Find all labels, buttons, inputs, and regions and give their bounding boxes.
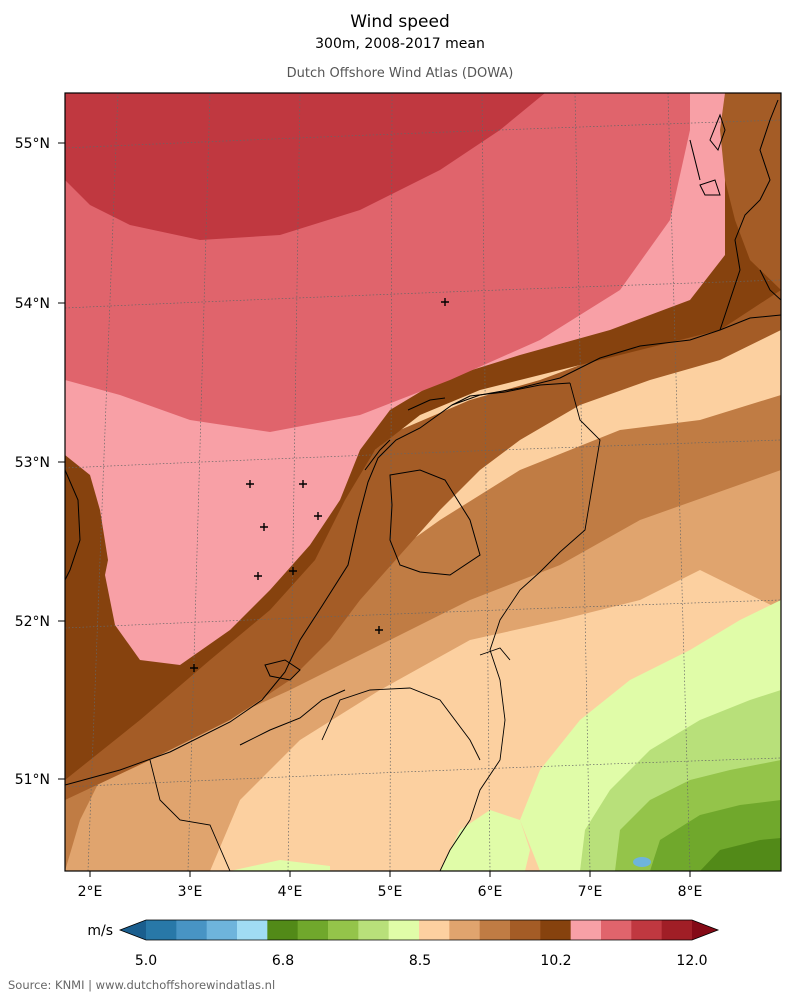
colorbar-tick-6-8: 6.8 [272,953,294,969]
coastlines [65,99,781,786]
highland-zone-darkest [700,838,781,871]
colorbar-segment [661,920,693,940]
colorbar-tick-12: 12.0 [676,953,707,969]
uk-coast-band [65,455,108,620]
colorbar-segment [540,920,572,940]
colorbar-tick-10-2: 10.2 [540,953,571,969]
colorbar-unit: m/s [87,923,113,939]
sea-zone-dark [65,93,545,240]
colorbar-segment [146,920,177,940]
latitude-labels: 55°N 54°N 53°N 52°N 51°N [15,136,50,788]
patch-light-green [440,810,530,871]
map-subtitle: 300m, 2008-2017 mean [315,36,485,52]
colorbar-segment [297,920,329,940]
colorbar-segment [358,920,390,940]
longitude-labels: 2°E 3°E 4°E 5°E 6°E 7°E 8°E [78,884,703,900]
colorbar-segment [601,920,632,940]
marker [299,480,307,488]
colorbar-segment [267,920,299,940]
marker [254,572,262,580]
colorbar-tick-8-5: 8.5 [409,953,431,969]
marker [289,567,297,575]
latitude-ticks [58,142,65,780]
colorbar-segment [328,920,359,940]
marker [375,626,383,634]
colorbar: m/s 5.0 6.8 8.5 10.2 12.0 [87,919,720,969]
marker [314,512,322,520]
lon-label-8: 8°E [678,884,703,900]
marker [190,664,198,672]
colorbar-segment [237,920,268,940]
colorbar-segment [206,920,238,940]
footer-source: Source: KNMI | www.dutchoffshorewindatla… [8,978,276,992]
lon-label-3: 3°E [178,884,203,900]
station-markers [190,298,449,672]
lat-label-55: 55°N [15,136,50,152]
graticule [65,93,781,871]
land-zone-mid [65,455,781,871]
colorbar-segment [176,920,208,940]
patch-south-green [230,860,330,871]
lon-label-4: 4°E [278,884,303,900]
colorbar-segment [631,920,663,940]
lat-label-52: 52°N [15,614,50,630]
lat-label-54: 54°N [15,296,50,312]
marker [260,523,268,531]
low-wind-spot [633,857,651,867]
colorbar-segment [510,920,541,940]
marker [246,480,254,488]
colorbar-segments [118,919,720,941]
marker [441,298,449,306]
colorbar-arrow-high [692,920,718,940]
lon-label-2: 2°E [78,884,103,900]
colorbar-segment [419,920,450,940]
colorbar-segment [570,920,602,940]
colorbar-tick-5: 5.0 [135,953,157,969]
colorbar-segment [479,920,511,940]
denmark-coast-land [720,93,781,290]
colorbar-arrow-low [120,920,146,940]
national-borders [149,382,601,871]
lon-label-7: 7°E [578,884,603,900]
lon-label-5: 5°E [378,884,403,900]
land-zone-dark [65,395,781,871]
map-title: Wind speed [350,12,450,32]
map-frame [64,92,782,872]
longitude-ticks [89,871,691,877]
colorbar-segment [388,920,420,940]
colorbar-outline [118,919,720,941]
lat-label-53: 53°N [15,455,50,471]
wind-speed-field [65,93,781,871]
lon-label-6: 6°E [478,884,503,900]
lat-label-51: 51°N [15,772,50,788]
colorbar-segment [449,920,481,940]
dataset-title: Dutch Offshore Wind Atlas (DOWA) [286,66,514,81]
land-zone-coastal [65,290,781,800]
